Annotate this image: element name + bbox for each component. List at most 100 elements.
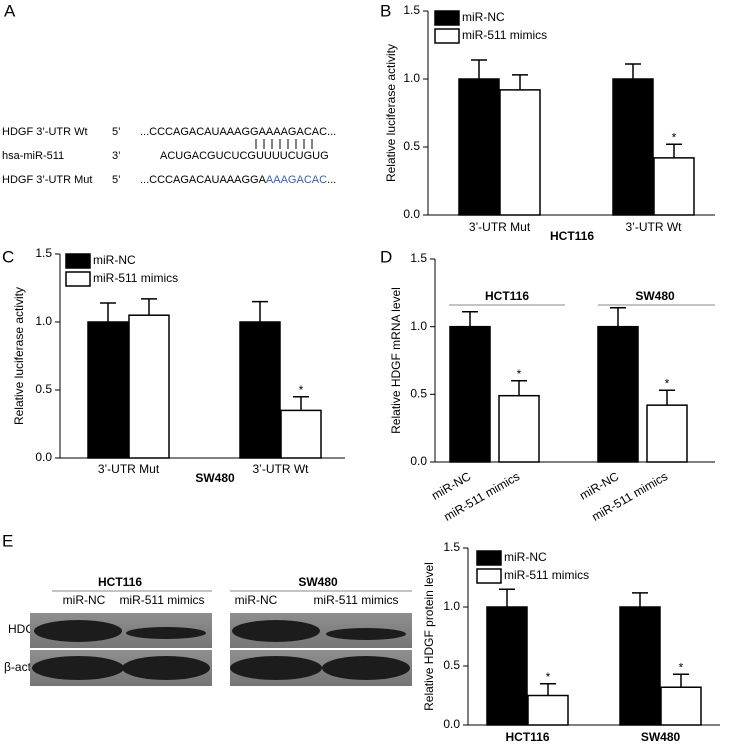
bar <box>527 694 569 726</box>
y-tick-label: 1.0 <box>403 71 420 85</box>
bar <box>458 78 500 216</box>
sequence: ACUGACGUCUCGUUUUCUGUG <box>160 150 329 162</box>
legend-label: miR-NC <box>93 253 136 267</box>
x-tick-label: 3’-UTR Mut <box>469 220 531 234</box>
bar <box>449 325 491 463</box>
y-axis-label: Relative luciferase activity <box>12 287 26 425</box>
legend-label: miR-511 mimics <box>504 568 589 582</box>
legend-swatch <box>434 28 460 44</box>
error-bar <box>625 63 641 79</box>
sequence: ...CCCAGACAUAAAGGAAAAGACAC... <box>140 126 336 138</box>
seq-part: ... <box>327 174 336 186</box>
error-bar <box>141 298 157 316</box>
bar <box>619 606 661 726</box>
significance-mark: * <box>665 376 670 390</box>
x-tick-label: 3’-UTR Wt <box>626 220 683 234</box>
x-axis-label: HCT116 <box>550 229 594 243</box>
x-axis-label: SW480 <box>195 471 235 485</box>
lane-label: miR-NC <box>63 593 106 607</box>
y-tick-label: 1.5 <box>35 246 52 260</box>
error-bar <box>659 389 675 406</box>
x-tick-label: SW480 <box>641 730 681 744</box>
seq-end: 3’ <box>112 150 121 162</box>
bar-chart: 0.0 0.5 1.0 1.5 Relative luciferase activity… <box>384 3 715 243</box>
bar <box>128 314 170 459</box>
x-tick-label: 3’-UTR Wt <box>253 462 310 476</box>
seq-end: 5’ <box>112 126 121 138</box>
error-bar <box>512 74 528 90</box>
legend-label: miR-511 mimics <box>462 28 547 42</box>
blot-group: HCT116 <box>98 575 142 589</box>
panel-label: B <box>380 1 391 20</box>
y-tick-label: 0.5 <box>443 658 460 672</box>
seq-label: HDGF 3’-UTR Wt <box>2 126 88 138</box>
lane-label: miR-NC <box>235 593 278 607</box>
bar <box>87 321 129 459</box>
y-tick-label: 0.0 <box>403 207 420 221</box>
panel-label: A <box>4 1 16 20</box>
error-bar <box>610 306 626 327</box>
legend-swatch <box>65 253 91 269</box>
panel-label: D <box>380 247 392 266</box>
y-tick-label: 1.5 <box>403 3 420 17</box>
error-bar <box>540 682 556 696</box>
error-bar <box>471 59 487 79</box>
legend-swatch <box>434 10 460 26</box>
panel-label: C <box>2 247 14 266</box>
y-tick-label: 0.0 <box>35 450 52 464</box>
y-tick-label: 0.0 <box>410 454 427 468</box>
sequence: ...CCCAGACAUAAAGGAAAAGACAC... <box>140 174 336 186</box>
error-bar <box>252 300 268 322</box>
bar <box>660 686 702 726</box>
pairing-lines <box>255 139 313 149</box>
legend-label: miR-511 mimics <box>93 271 178 285</box>
error-bar <box>666 143 682 158</box>
error-bar <box>511 380 527 396</box>
lane-label: miR-511 mimics <box>313 593 398 607</box>
bar <box>646 404 688 463</box>
y-tick-label: 1.0 <box>443 599 460 613</box>
error-bar <box>632 592 648 607</box>
y-tick-label: 1.5 <box>443 540 460 554</box>
bar <box>499 89 541 216</box>
y-tick-label: 0.0 <box>443 717 460 731</box>
error-bar <box>673 673 689 688</box>
group-label: SW480 <box>635 289 675 303</box>
error-bar <box>462 311 478 327</box>
bar <box>239 321 281 459</box>
x-tick-label: HCT116 <box>505 730 549 744</box>
y-tick-label: 1.5 <box>410 251 427 265</box>
y-axis-label: Relative HDGF protein level <box>422 562 436 711</box>
y-tick-label: 1.0 <box>410 319 427 333</box>
seq-label: hsa-miR-511 <box>2 150 64 162</box>
y-axis-label: Relative HDGF mRNA level <box>389 287 403 434</box>
seq-end: 5’ <box>112 174 121 186</box>
error-bar <box>499 588 515 607</box>
legend-swatch <box>65 271 91 287</box>
seq-label: HDGF 3’-UTR Mut <box>2 174 92 186</box>
seq-part: ...CCCAGACAUAAAGGA <box>140 174 267 186</box>
group-label: HCT116 <box>485 289 529 303</box>
x-tick-label: 3’-UTR Mut <box>98 462 160 476</box>
significance-mark: * <box>517 367 522 381</box>
sequence-alignment: HDGF 3’-UTR Wt 5’ ...CCCAGACAUAAAGGAAAAG… <box>2 126 336 186</box>
y-tick-label: 0.5 <box>410 387 427 401</box>
bar <box>280 409 322 459</box>
mutated-part: AAAGACAC <box>266 174 327 186</box>
panel-label: E <box>2 531 13 550</box>
significance-mark: * <box>679 660 684 674</box>
lane-label: miR-511 mimics <box>119 593 204 607</box>
legend-label: miR-NC <box>504 550 547 564</box>
significance-mark: * <box>546 670 551 684</box>
bar <box>498 394 540 463</box>
bar <box>597 325 639 463</box>
y-tick-label: 0.5 <box>403 139 420 153</box>
error-bar <box>100 302 116 322</box>
legend-swatch <box>476 550 502 566</box>
legend-swatch <box>476 568 502 584</box>
bar <box>653 157 695 216</box>
bands <box>32 620 410 680</box>
y-axis-label: Relative luciferase activity <box>384 44 398 182</box>
y-tick-label: 1.0 <box>35 314 52 328</box>
